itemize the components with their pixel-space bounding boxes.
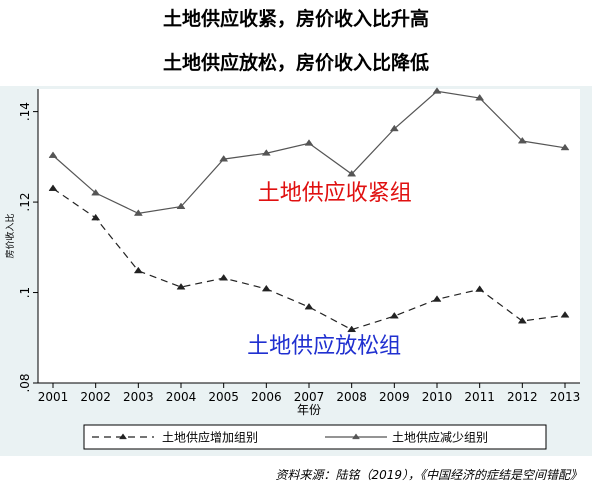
legend-label-0: 土地供应增加组别 bbox=[162, 430, 258, 445]
legend-marker-1 bbox=[352, 433, 360, 440]
x-tick-label-2002: 2002 bbox=[80, 390, 111, 404]
series-0-point-2011 bbox=[475, 285, 485, 292]
series-0-point-2008 bbox=[347, 325, 357, 333]
legend-entry-0: 土地供应增加组别 bbox=[92, 430, 258, 445]
series-1-point-2013 bbox=[560, 143, 570, 151]
series-1-point-2001 bbox=[48, 151, 58, 158]
x-tick-label-2005: 2005 bbox=[208, 390, 239, 404]
x-tick-label-2006: 2006 bbox=[251, 390, 282, 404]
legend-entry-1: 土地供应减少组别 bbox=[325, 430, 488, 445]
x-tick-label-2009: 2009 bbox=[379, 390, 410, 404]
series-0-point-2001 bbox=[48, 184, 58, 191]
legend-label-1: 土地供应减少组别 bbox=[392, 430, 488, 445]
annotation-1: 土地供应放松组 bbox=[247, 334, 401, 359]
series-0-point-2007 bbox=[304, 302, 314, 310]
x-tick-label-2003: 2003 bbox=[123, 390, 154, 404]
headline-tightening: 土地供应收紧，房价收入比升高 bbox=[162, 8, 429, 30]
series-1-point-2009 bbox=[389, 124, 399, 132]
series-0 bbox=[48, 184, 570, 333]
y-axis-label: 房价收入比 bbox=[4, 213, 16, 258]
y-tick-label-2: .12 bbox=[18, 193, 32, 212]
y-tick-label-3: .14 bbox=[18, 102, 32, 121]
series-0-point-2010 bbox=[432, 295, 442, 302]
x-tick-label-2010: 2010 bbox=[422, 390, 453, 404]
legend-box bbox=[83, 424, 547, 450]
x-tick-label-2013: 2013 bbox=[550, 390, 581, 404]
x-tick-label-2012: 2012 bbox=[507, 390, 538, 404]
series-0-point-2006 bbox=[261, 284, 271, 292]
series-0-point-2009 bbox=[389, 312, 399, 319]
x-tick-label-2008: 2008 bbox=[336, 390, 367, 404]
legend-marker-0 bbox=[119, 433, 127, 440]
headline-loosening: 土地供应放松，房价收入比降低 bbox=[162, 52, 429, 74]
series-1-point-2006 bbox=[261, 149, 271, 156]
series-1-point-2010 bbox=[432, 87, 442, 94]
x-tick-label-2001: 2001 bbox=[38, 390, 69, 404]
series-0-point-2003 bbox=[133, 266, 143, 274]
y-tick-label-0: .08 bbox=[18, 373, 32, 392]
source-note: 资料来源：陆铭（2019），《中国经济的症结是空间错配》 bbox=[275, 468, 582, 482]
x-tick-label-2007: 2007 bbox=[294, 390, 325, 404]
series-1-point-2002 bbox=[91, 188, 101, 196]
x-tick-label-2004: 2004 bbox=[166, 390, 197, 404]
y-tick-label-1: .1 bbox=[18, 287, 32, 298]
series-1 bbox=[48, 87, 570, 216]
series-1-point-2008 bbox=[347, 169, 357, 177]
series-1-point-2003 bbox=[133, 209, 143, 216]
series-1-point-2004 bbox=[176, 202, 186, 210]
x-tick-label-2011: 2011 bbox=[464, 390, 495, 404]
chart-figure: .08 .1 .12 .14 房价收入比 2001 2002 2003 2004 2005 2006… bbox=[0, 86, 592, 456]
price-income-line-chart: .08 .1 .12 .14 房价收入比 2001 2002 2003 2004 2005 2006… bbox=[4, 87, 581, 450]
series-0-point-2002 bbox=[91, 213, 101, 221]
x-axis-label: 年份 bbox=[297, 403, 321, 417]
series-0-point-2012 bbox=[517, 316, 527, 324]
series-1-point-2012 bbox=[517, 136, 527, 144]
series-1-point-2007 bbox=[304, 139, 314, 146]
series-1-point-2005 bbox=[219, 155, 229, 162]
series-0-point-2013 bbox=[560, 311, 570, 318]
series-1-point-2011 bbox=[475, 94, 485, 101]
plot-area bbox=[38, 89, 580, 383]
series-0-point-2005 bbox=[219, 274, 229, 281]
series-0-point-2004 bbox=[176, 283, 186, 290]
annotation-0: 土地供应收紧组 bbox=[258, 181, 412, 206]
